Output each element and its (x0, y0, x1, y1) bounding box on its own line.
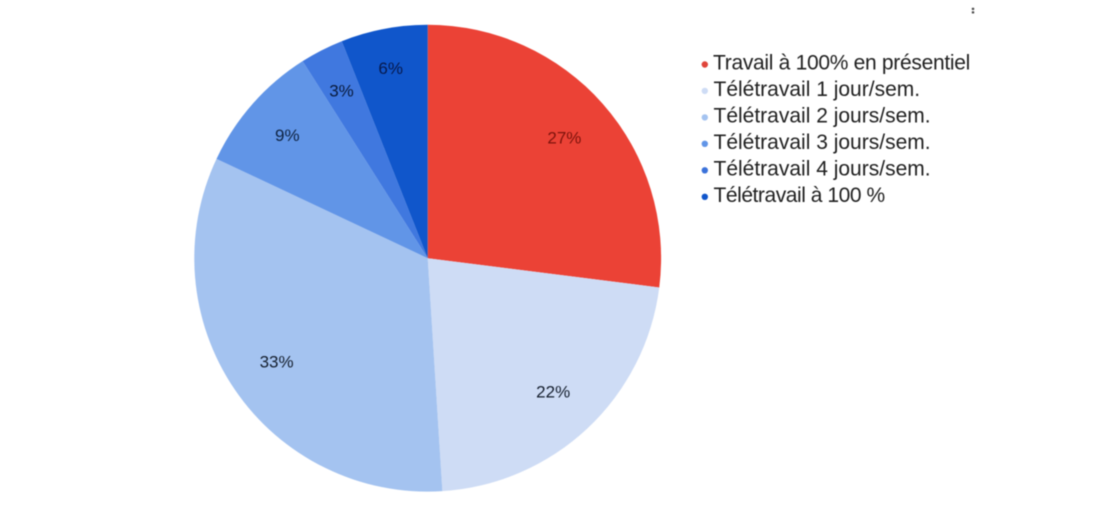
svg-text:Travail à 100% en présentiel: Travail à 100% en présentiel (713, 52, 970, 75)
svg-text:Télétravail 4 jours/sem.: Télétravail 4 jours/sem. (714, 157, 931, 180)
svg-text:27%: 27% (547, 129, 581, 148)
svg-text:3%: 3% (329, 82, 354, 101)
svg-text:Télétravail 1 jour/sem.: Télétravail 1 jour/sem. (714, 78, 921, 101)
svg-text:33%: 33% (260, 353, 294, 372)
svg-text:Télétravail à 100 %: Télétravail à 100 % (714, 184, 885, 207)
svg-text:Télétravail 3 jours/sem.: Télétravail 3 jours/sem. (714, 131, 931, 154)
svg-text:6%: 6% (378, 59, 403, 78)
svg-text:22%: 22% (536, 383, 570, 402)
svg-text:Télétravail 2 jours/sem.: Télétravail 2 jours/sem. (714, 105, 931, 128)
svg-text:9%: 9% (275, 126, 300, 145)
